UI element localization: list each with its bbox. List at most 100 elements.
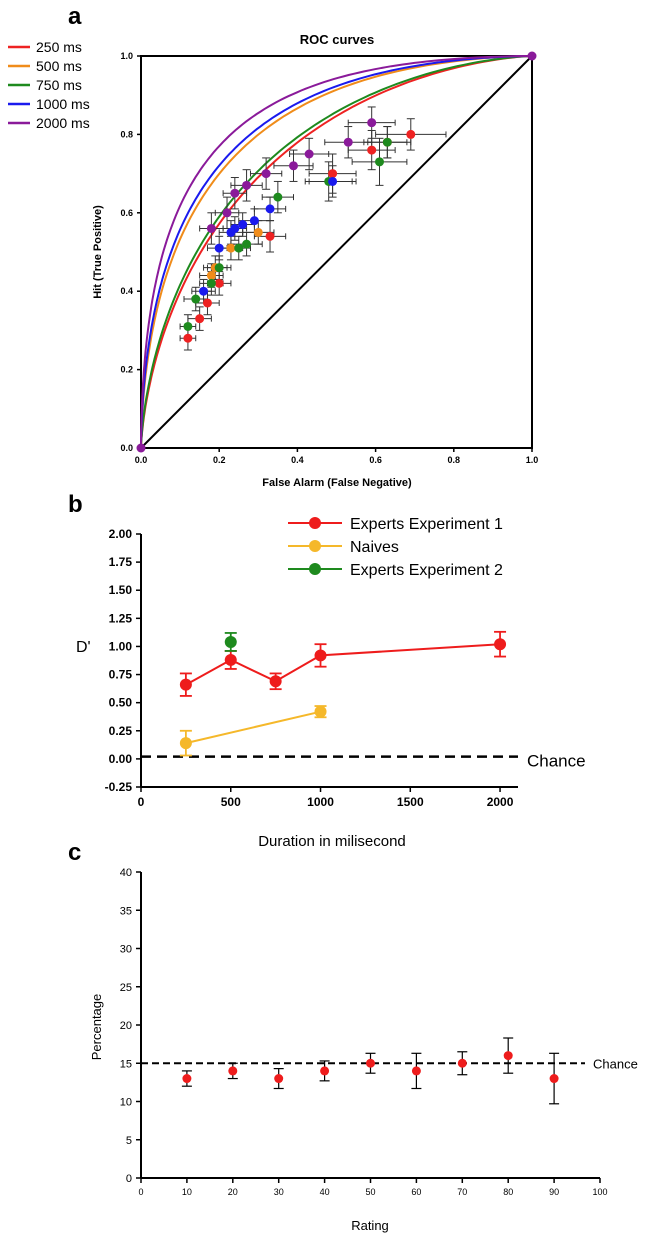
dprime-x-tick-label: 500 xyxy=(221,795,241,809)
roc-legend-label: 500 ms xyxy=(36,58,82,74)
rating-data-point xyxy=(549,1074,559,1084)
dprime-legend-marker xyxy=(309,540,321,552)
rating-ylabel: Percentage xyxy=(89,994,104,1061)
roc-plot-area: 0.0 0.2 0.4 0.6 0.8 1.0 0.0 0.2 0.4 0.6 0.8 1.0 xyxy=(120,51,538,465)
rating-x-tick-label: 0 xyxy=(138,1187,143,1197)
rating-x-tick-label: 90 xyxy=(549,1187,559,1197)
roc-curve xyxy=(140,55,533,448)
panel-label-a: a xyxy=(68,3,82,30)
roc-data-point xyxy=(273,192,283,202)
rating-data-point xyxy=(182,1074,192,1084)
dprime-x-tick-label: 2000 xyxy=(487,795,514,809)
roc-y-tick-label: 1.0 xyxy=(120,51,133,61)
roc-data-point xyxy=(238,220,248,230)
dprime-x-tick-label: 1500 xyxy=(397,795,424,809)
dprime-legend-label: Experts Experiment 1 xyxy=(350,516,503,533)
roc-data-point xyxy=(202,298,212,308)
dprime-x-tick-label: 0 xyxy=(138,795,145,809)
roc-legend-label: 750 ms xyxy=(36,77,82,93)
rating-xlabel: Rating xyxy=(351,1218,389,1233)
roc-y-tick-label: 0.4 xyxy=(120,286,133,296)
roc-panel: ROC curves False Alarm (False Negative) … xyxy=(8,32,538,489)
roc-data-point xyxy=(230,223,240,233)
roc-data-point xyxy=(206,278,216,288)
roc-data-point xyxy=(343,137,353,147)
roc-data-point xyxy=(265,231,275,241)
dprime-data-point xyxy=(269,675,282,688)
dprime-y-tick-label: 1.25 xyxy=(109,611,133,625)
roc-data-point xyxy=(214,278,224,288)
rating-y-tick-label: 20 xyxy=(120,1020,132,1032)
rating-y-tick-label: 30 xyxy=(120,944,132,956)
rating-x-tick-label: 10 xyxy=(182,1187,192,1197)
rating-data-point xyxy=(274,1074,284,1084)
rating-y-tick-label: 25 xyxy=(120,982,132,994)
roc-data-point xyxy=(183,333,193,343)
dprime-data-point xyxy=(494,638,507,651)
roc-data-point xyxy=(234,243,244,253)
roc-data-point xyxy=(382,137,392,147)
roc-x-tick-label: 0.8 xyxy=(448,455,461,465)
rating-x-tick-label: 80 xyxy=(503,1187,513,1197)
dprime-legend-marker xyxy=(309,563,321,575)
roc-data-point xyxy=(367,118,377,128)
dprime-series-line xyxy=(185,710,321,745)
rating-x-tick-label: 100 xyxy=(592,1187,607,1197)
dprime-y-tick-label: 2.00 xyxy=(109,527,133,541)
roc-data-point xyxy=(191,294,201,304)
rating-y-tick-label: 0 xyxy=(126,1173,132,1185)
dprime-y-tick-label: 1.50 xyxy=(109,583,133,597)
rating-data-point xyxy=(228,1066,238,1076)
roc-x-tick-label: 1.0 xyxy=(526,455,539,465)
dprime-data-point xyxy=(179,737,192,750)
rating-panel: Percentage Rating 0 5 10 15 20 25 30 35 40 0 10 20 3… xyxy=(89,867,638,1233)
roc-anchor-point xyxy=(527,51,537,61)
roc-data-point xyxy=(214,243,224,253)
dprime-data-point xyxy=(314,705,327,718)
roc-data-point xyxy=(230,188,240,198)
dprime-ylabel: D' xyxy=(76,639,91,656)
roc-plot-frame xyxy=(140,55,533,449)
roc-data-point xyxy=(206,271,216,281)
dprime-x-tick-label: 1000 xyxy=(307,795,334,809)
dprime-legend-marker xyxy=(309,517,321,529)
roc-y-tick-label: 0.2 xyxy=(120,365,133,375)
dprime-plot-area: -0.25 0.00 0.25 0.50 0.75 1.00 1.25 1.50 1.75 2.0… xyxy=(105,527,586,809)
roc-x-tick-label: 0.6 xyxy=(369,455,382,465)
dprime-data-point xyxy=(224,635,237,648)
rating-y-tick-label: 15 xyxy=(120,1058,132,1070)
roc-data-point xyxy=(253,227,263,237)
roc-curve xyxy=(140,55,533,448)
rating-x-tick-label: 50 xyxy=(365,1187,375,1197)
rating-data-point xyxy=(366,1058,375,1068)
roc-title: ROC curves xyxy=(300,32,374,47)
roc-legend-label: 2000 ms xyxy=(36,115,90,131)
dprime-y-tick-label: 0.25 xyxy=(109,724,133,738)
roc-data-point xyxy=(242,180,252,190)
rating-chance-label: Chance xyxy=(593,1056,638,1071)
dprime-data-point xyxy=(314,649,327,662)
roc-ylabel: Hit (True Positive) xyxy=(92,205,104,299)
dprime-y-tick-label: 0.50 xyxy=(109,696,133,710)
roc-curve xyxy=(140,55,532,448)
rating-x-tick-label: 20 xyxy=(228,1187,238,1197)
rating-plot-area: 0 5 10 15 20 25 30 35 40 0 10 20 30 40 50 60 70 80 90 100 Ch… xyxy=(120,867,638,1197)
roc-data-point xyxy=(214,263,224,273)
rating-x-tick-label: 60 xyxy=(411,1187,421,1197)
roc-x-tick-label: 0.2 xyxy=(213,455,226,465)
dprime-legend-label: Experts Experiment 2 xyxy=(350,562,503,579)
roc-data-point xyxy=(183,321,193,331)
dprime-y-tick-label: 1.00 xyxy=(109,639,133,653)
dprime-y-tick-label: -0.25 xyxy=(105,780,133,794)
roc-x-tick-label: 0.4 xyxy=(291,455,304,465)
rating-y-tick-label: 40 xyxy=(120,867,132,879)
roc-data-point xyxy=(328,176,338,186)
roc-data-point xyxy=(375,157,385,167)
roc-data-point xyxy=(288,161,298,171)
dprime-panel: D' Duration in milisecond -0.25 0.00 0.25 0… xyxy=(76,516,586,850)
dprime-xlabel: Duration in milisecond xyxy=(258,833,406,850)
roc-data-point xyxy=(304,149,314,159)
rating-y-tick-label: 35 xyxy=(120,905,132,917)
rating-data-point xyxy=(503,1051,513,1061)
